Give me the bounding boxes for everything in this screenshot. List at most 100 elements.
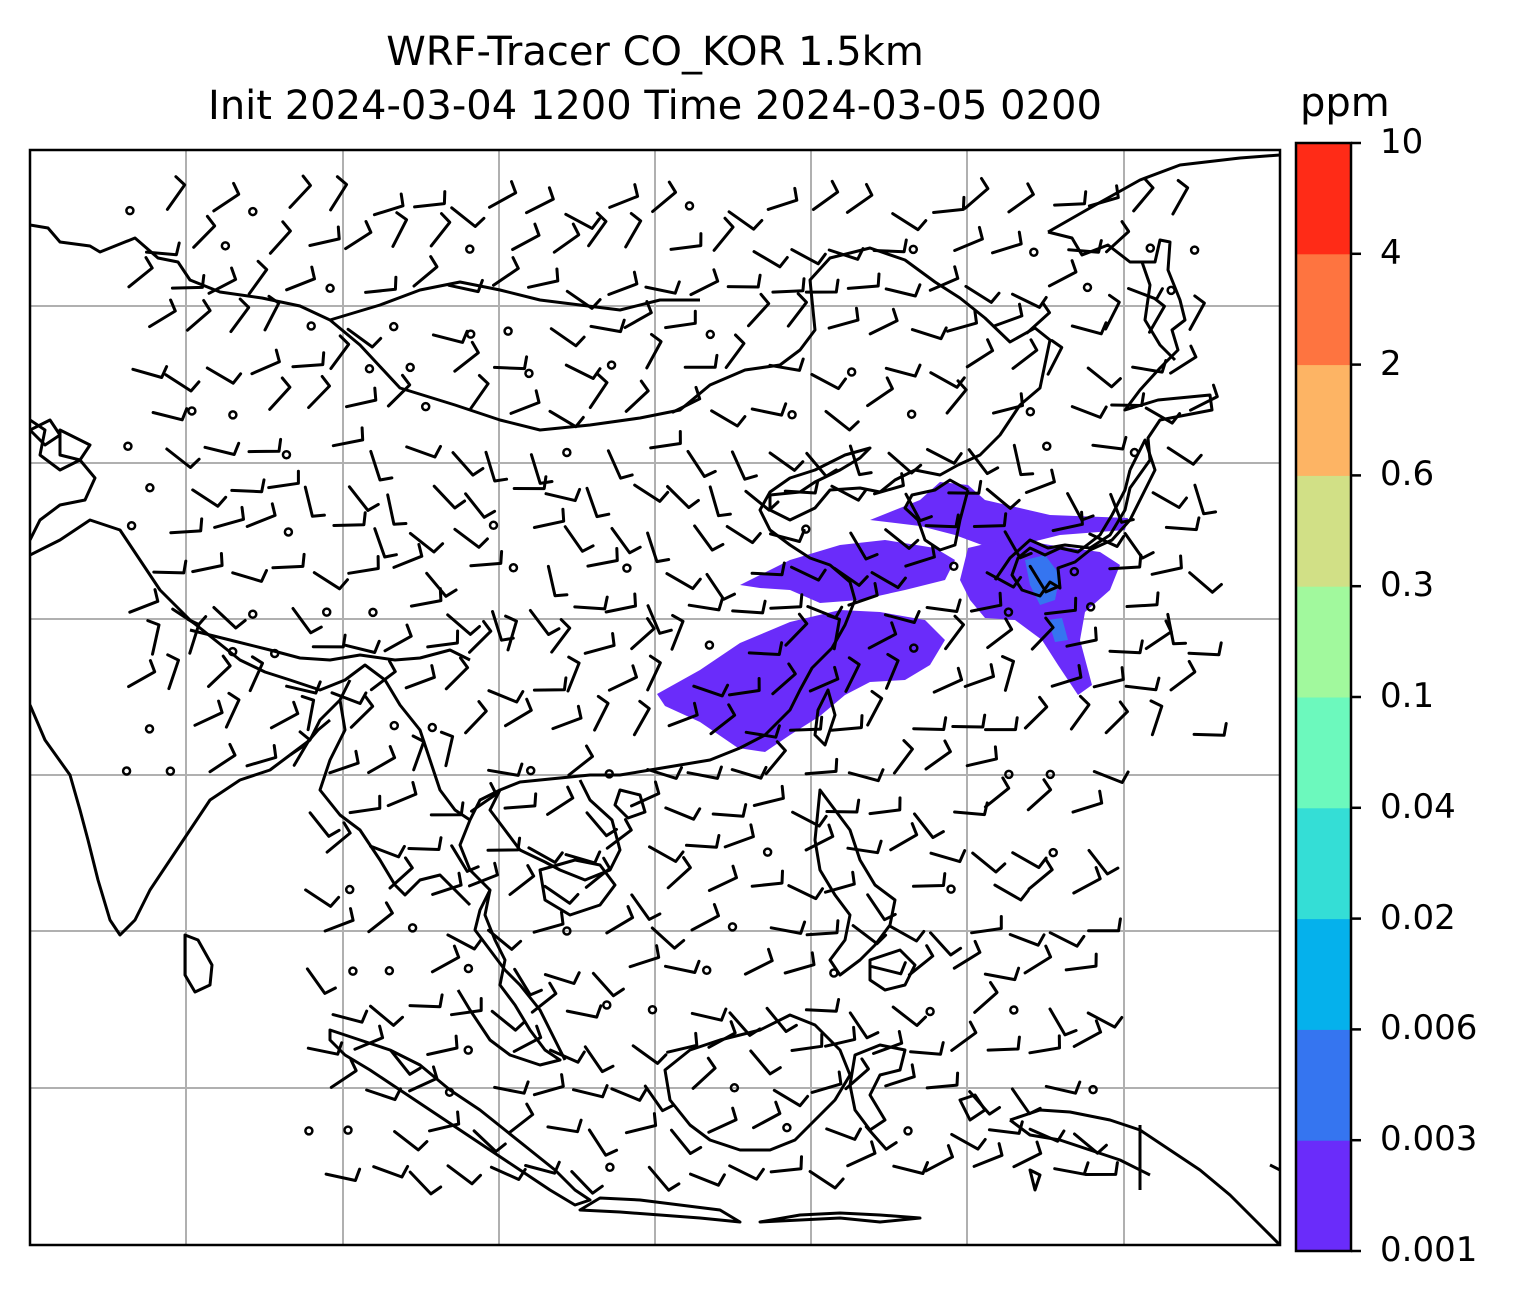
wind-barb: [391, 211, 409, 248]
wind-barb: [623, 300, 653, 329]
wind-barb: [164, 373, 201, 393]
wind-barb: [1084, 1161, 1119, 1176]
wind-barb: [373, 527, 398, 559]
wind-barb: [913, 812, 945, 840]
wind-barb: [705, 572, 736, 601]
wind-barb: [646, 654, 662, 692]
wind-barb: [528, 609, 561, 636]
wind-barb: [1086, 1011, 1124, 1029]
wind-barb: [872, 1030, 904, 1055]
wind-barb: [1067, 239, 1103, 254]
calm-wind-marker: [1189, 245, 1200, 255]
wind-barb: [570, 1170, 604, 1195]
wind-barb: [1011, 338, 1039, 370]
wind-barb: [1104, 700, 1129, 735]
wind-barb: [487, 689, 525, 704]
wind-barb: [1073, 1132, 1108, 1155]
wind-barb: [303, 485, 326, 518]
coastline-kamchatka: [1047, 153, 1280, 234]
wind-barb: [873, 472, 905, 496]
calm-wind-marker: [1029, 247, 1039, 257]
wind-barb: [544, 487, 582, 503]
wind-barb: [389, 1049, 422, 1076]
coastline-hainan: [613, 788, 647, 820]
wind-barb: [146, 619, 161, 656]
coastline-mongolia: [329, 280, 700, 322]
wind-barb: [968, 1090, 1001, 1116]
wind-barb: [689, 1172, 726, 1187]
wind-barb: [665, 572, 702, 591]
wind-barb: [504, 697, 533, 728]
wind-barb: [1048, 1007, 1078, 1037]
wind-barb: [1150, 554, 1183, 576]
calm-wind-marker: [427, 722, 438, 733]
map-panel: [30, 150, 1280, 1245]
wind-barb: [1028, 1034, 1061, 1055]
calm-wind-marker: [622, 563, 632, 573]
wind-barb: [1070, 321, 1108, 336]
wind-barb: [827, 306, 860, 330]
wind-barb: [651, 180, 678, 213]
wind-barb: [412, 255, 439, 288]
calm-wind-marker: [684, 201, 695, 211]
wind-barb: [127, 659, 157, 689]
calm-wind-marker: [829, 968, 839, 978]
wind-barb: [730, 765, 768, 780]
wind-barb: [250, 348, 281, 376]
wind-barb: [973, 981, 999, 1014]
wind-barb: [486, 836, 522, 852]
wind-barb: [1028, 1127, 1066, 1143]
wind-barb: [1131, 359, 1168, 374]
calm-wind-marker: [1048, 847, 1058, 858]
wind-barb: [772, 1088, 810, 1108]
wind-barb: [847, 582, 879, 607]
wind-barb: [191, 552, 224, 574]
wind-barb: [207, 266, 238, 295]
wind-barb: [573, 595, 609, 611]
coastline-sumatra: [328, 1028, 592, 1207]
colorbar-segment: [1296, 918, 1351, 1030]
wind-barb: [1069, 694, 1091, 731]
wind-barb: [972, 512, 1008, 528]
wind-barb: [1192, 722, 1228, 737]
wind-barb: [348, 794, 382, 815]
coastline-china-east: [739, 446, 959, 750]
wind-barb: [1188, 294, 1206, 331]
coastline-lesser-sunda: [758, 1211, 922, 1224]
wind-barb: [891, 1005, 927, 1027]
coastline-philippines: [813, 788, 897, 977]
wind-barb: [666, 485, 700, 510]
wind-barb: [607, 270, 639, 296]
wind-barb: [887, 451, 923, 475]
wind-barb: [212, 606, 247, 630]
wind-barb: [605, 818, 633, 850]
calm-wind-marker: [407, 923, 418, 933]
wind-barb: [868, 307, 899, 336]
wind-barb: [386, 781, 418, 808]
wind-barb: [543, 971, 581, 985]
wind-barb: [951, 713, 987, 729]
calm-wind-marker: [388, 321, 399, 332]
wind-barb: [472, 1129, 507, 1153]
coastline-japan: [1010, 438, 1157, 598]
wind-barb: [805, 919, 840, 937]
wind-barb: [868, 796, 902, 816]
wind-barb: [712, 216, 735, 252]
wind-barb: [193, 699, 224, 727]
wind-barb: [1189, 383, 1219, 412]
calm-wind-marker: [949, 561, 959, 572]
wind-barb: [825, 1127, 862, 1141]
calm-wind-marker: [248, 609, 258, 619]
calm-wind-marker: [306, 321, 316, 331]
wind-barb: [752, 1100, 782, 1130]
wind-barb: [1087, 917, 1122, 933]
wind-barb: [285, 265, 316, 292]
calm-wind-marker: [344, 884, 355, 895]
wind-barb: [953, 801, 989, 817]
wind-barb: [588, 373, 609, 409]
colorbar-segment: [1296, 475, 1351, 587]
wind-barb: [203, 441, 241, 456]
calm-wind-marker: [343, 1125, 353, 1135]
wind-barb: [1169, 344, 1198, 375]
